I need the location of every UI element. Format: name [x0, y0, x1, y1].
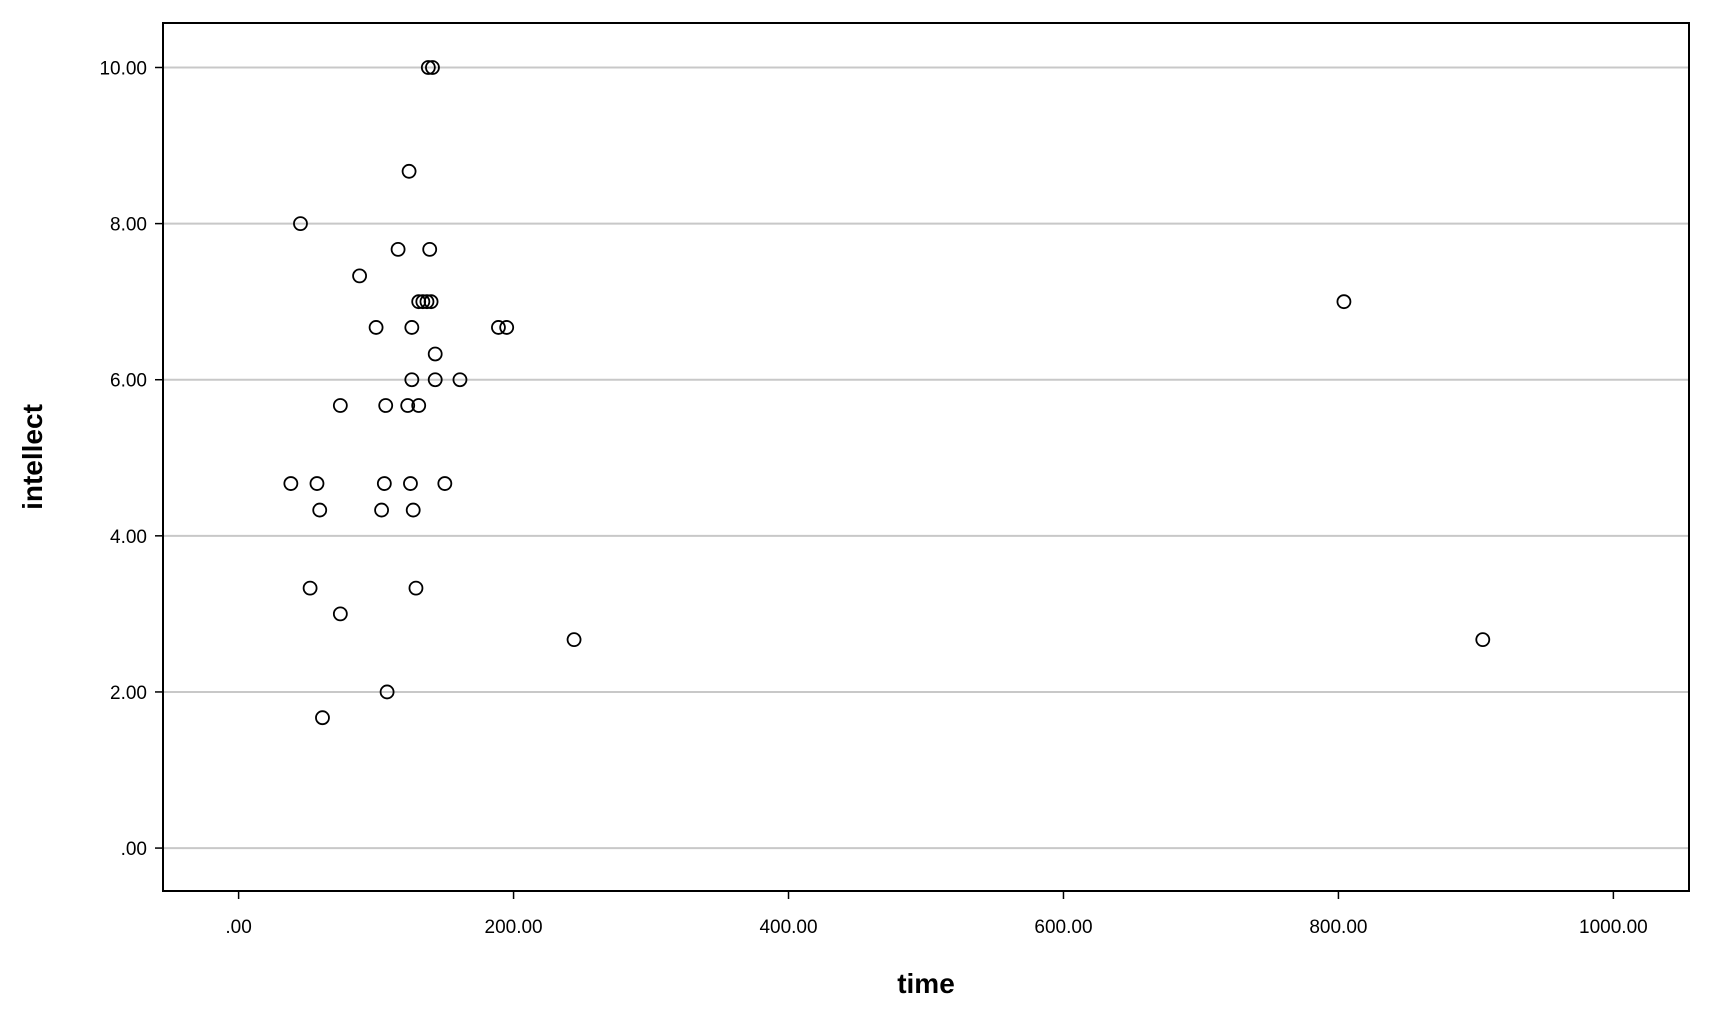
data-point [427, 346, 443, 362]
y-tick-label: 10.00 [99, 58, 147, 79]
data-point [390, 241, 406, 257]
plot-area [162, 22, 1690, 892]
data-point [566, 632, 582, 648]
y-axis-title: intellect [17, 404, 48, 510]
data-point [376, 476, 392, 491]
data-point [293, 216, 308, 232]
y-tick-label: .00 [121, 839, 147, 860]
x-tick-label: 800.00 [1309, 917, 1367, 938]
x-tick-label: 200.00 [485, 917, 543, 938]
data-points [283, 60, 1491, 726]
data-point [419, 294, 435, 310]
data-point [1336, 294, 1352, 310]
data-point [405, 502, 421, 518]
x-axis-title: time [897, 968, 955, 999]
data-point [491, 320, 506, 335]
data-point [499, 320, 515, 335]
x-tick-label: 400.00 [759, 917, 817, 938]
data-point [378, 398, 394, 413]
data-point [427, 372, 443, 388]
x-tick-label: .00 [225, 917, 251, 938]
data-point [452, 372, 468, 388]
data-point [437, 476, 453, 491]
data-point [332, 606, 348, 622]
data-point [408, 580, 424, 596]
data-point [420, 60, 436, 75]
y-tick-label: 8.00 [110, 215, 147, 236]
data-point [415, 294, 431, 310]
data-point [283, 476, 299, 491]
data-point [423, 294, 439, 310]
axis-ticks: .00 2.00 4.00 6.00 8.00 10.00 .00 200.00 400.00 6… [99, 58, 1647, 938]
data-point [374, 502, 389, 518]
data-point [352, 268, 367, 284]
x-tick-label: 1000.00 [1579, 917, 1648, 938]
data-point [401, 163, 417, 179]
y-tick-label: 4.00 [110, 527, 147, 548]
data-point [332, 398, 348, 413]
data-point [315, 710, 330, 726]
data-point [422, 241, 438, 257]
data-point [404, 320, 420, 335]
y-tick-label: 6.00 [110, 371, 147, 392]
x-tick-label: 600.00 [1034, 917, 1092, 938]
y-tick-label: 2.00 [110, 683, 147, 704]
data-point [400, 398, 416, 413]
data-point [309, 476, 325, 491]
data-point [379, 684, 395, 700]
data-point [302, 580, 318, 596]
data-point [312, 502, 328, 518]
data-point [403, 476, 418, 491]
data-point [1475, 632, 1491, 648]
data-point [404, 372, 420, 388]
data-point [425, 60, 440, 75]
data-point [411, 398, 427, 413]
data-point [368, 320, 384, 335]
